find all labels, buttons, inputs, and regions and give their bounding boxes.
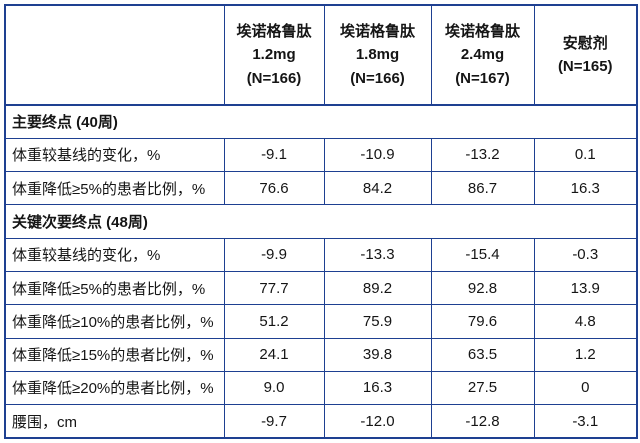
value-cell: -9.7 — [223, 404, 325, 439]
corner-cell — [4, 4, 225, 106]
value-cell: 27.5 — [430, 370, 535, 406]
value-cell: 0.1 — [533, 137, 638, 173]
value-cell: 51.2 — [223, 304, 325, 339]
value-cell: -15.4 — [430, 237, 535, 272]
table-row: 体重降低≥5%的患者比例，% 77.7 89.2 92.8 13.9 — [4, 270, 638, 306]
value-cell: 9.0 — [223, 370, 325, 406]
value-cell: 0 — [533, 370, 638, 406]
table-header-row: 埃诺格鲁肽 1.2mg (N=166) 埃诺格鲁肽 1.8mg (N=166) … — [4, 4, 638, 106]
value-cell: 1.2 — [533, 337, 638, 372]
table-row: 体重较基线的变化，% -9.1 -10.9 -13.2 0.1 — [4, 137, 638, 173]
value-cell: -12.8 — [430, 404, 535, 439]
section-title-secondary: 关键次要终点 (48周) — [4, 204, 638, 239]
column-header-placebo: 安慰剂 (N=165) — [533, 4, 638, 106]
value-cell: -0.3 — [533, 237, 638, 272]
value-cell: 16.3 — [533, 171, 638, 206]
value-cell: 76.6 — [223, 171, 325, 206]
column-header-dose-1-8mg: 埃诺格鲁肽 1.8mg (N=166) — [323, 4, 432, 106]
table-row: 体重降低≥20%的患者比例，% 9.0 16.3 27.5 0 — [4, 370, 638, 406]
value-cell: 86.7 — [430, 171, 535, 206]
clinical-trial-results-table: 埃诺格鲁肽 1.2mg (N=166) 埃诺格鲁肽 1.8mg (N=166) … — [4, 4, 638, 439]
value-cell: 63.5 — [430, 337, 535, 372]
table-row: 体重降低≥15%的患者比例，% 24.1 39.8 63.5 1.2 — [4, 337, 638, 372]
value-cell: 92.8 — [430, 270, 535, 306]
value-cell: 24.1 — [223, 337, 325, 372]
value-cell: 39.8 — [323, 337, 432, 372]
value-cell: -12.0 — [323, 404, 432, 439]
value-cell: -13.3 — [323, 237, 432, 272]
value-cell: 16.3 — [323, 370, 432, 406]
table-row: 腰围，cm -9.7 -12.0 -12.8 -3.1 — [4, 404, 638, 439]
value-cell: -13.2 — [430, 137, 535, 173]
row-label: 体重较基线的变化，% — [4, 137, 225, 173]
row-label: 体重降低≥10%的患者比例，% — [4, 304, 225, 339]
value-cell: -3.1 — [533, 404, 638, 439]
row-label: 体重较基线的变化，% — [4, 237, 225, 272]
section-header-row-primary: 主要终点 (40周) — [4, 104, 638, 139]
table-row: 体重降低≥10%的患者比例，% 51.2 75.9 79.6 4.8 — [4, 304, 638, 339]
value-cell: 89.2 — [323, 270, 432, 306]
value-cell: 79.6 — [430, 304, 535, 339]
value-cell: 13.9 — [533, 270, 638, 306]
column-header-dose-1-2mg: 埃诺格鲁肽 1.2mg (N=166) — [223, 4, 325, 106]
value-cell: -9.9 — [223, 237, 325, 272]
column-header-dose-2-4mg: 埃诺格鲁肽 2.4mg (N=167) — [430, 4, 535, 106]
section-title-primary: 主要终点 (40周) — [4, 104, 638, 139]
row-label: 体重降低≥20%的患者比例，% — [4, 370, 225, 406]
value-cell: -10.9 — [323, 137, 432, 173]
value-cell: 77.7 — [223, 270, 325, 306]
value-cell: 4.8 — [533, 304, 638, 339]
table-row: 体重较基线的变化，% -9.9 -13.3 -15.4 -0.3 — [4, 237, 638, 272]
value-cell: 75.9 — [323, 304, 432, 339]
value-cell: 84.2 — [323, 171, 432, 206]
table-row: 体重降低≥5%的患者比例，% 76.6 84.2 86.7 16.3 — [4, 171, 638, 206]
row-label: 体重降低≥5%的患者比例，% — [4, 171, 225, 206]
row-label: 体重降低≥5%的患者比例，% — [4, 270, 225, 306]
row-label: 体重降低≥15%的患者比例，% — [4, 337, 225, 372]
section-header-row-secondary: 关键次要终点 (48周) — [4, 204, 638, 239]
value-cell: -9.1 — [223, 137, 325, 173]
row-label: 腰围，cm — [4, 404, 225, 439]
